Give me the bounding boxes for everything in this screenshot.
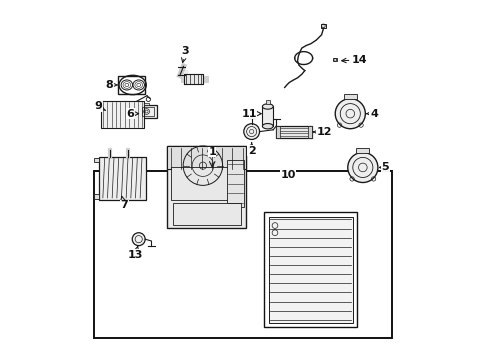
Text: 13: 13	[127, 246, 143, 260]
Bar	[118, 76, 145, 94]
Bar	[265, 100, 269, 104]
Bar	[94, 158, 99, 162]
Bar	[308, 126, 311, 138]
Circle shape	[347, 152, 377, 183]
Text: 8: 8	[105, 80, 117, 90]
Bar	[167, 146, 246, 169]
Bar	[356, 148, 368, 153]
Text: 6: 6	[126, 109, 138, 119]
Text: 7: 7	[120, 196, 128, 210]
Bar	[264, 212, 357, 327]
Bar	[142, 107, 154, 116]
Bar	[333, 58, 336, 61]
Text: 2: 2	[247, 143, 255, 156]
Text: 9: 9	[94, 102, 105, 112]
Polygon shape	[183, 74, 203, 84]
Text: 1: 1	[208, 147, 216, 157]
Bar	[144, 103, 149, 105]
Bar	[262, 107, 273, 126]
Text: 14: 14	[341, 55, 367, 65]
Bar	[276, 126, 311, 138]
Text: 11: 11	[241, 109, 261, 119]
Bar	[167, 146, 246, 228]
Circle shape	[335, 99, 365, 129]
Text: 3: 3	[181, 46, 189, 63]
Bar	[94, 194, 99, 199]
Circle shape	[244, 124, 259, 139]
Circle shape	[132, 233, 145, 246]
Bar	[171, 167, 242, 200]
Text: 12: 12	[313, 127, 332, 137]
Bar	[343, 94, 356, 99]
Bar	[268, 217, 352, 323]
Bar	[140, 105, 157, 118]
Bar	[94, 171, 391, 338]
Bar	[226, 160, 244, 207]
Text: 5: 5	[379, 162, 388, 172]
Bar	[172, 203, 241, 225]
Text: 4: 4	[366, 109, 377, 119]
Bar	[276, 126, 279, 138]
Bar	[320, 24, 325, 28]
Text: 10: 10	[280, 170, 295, 180]
Bar	[101, 101, 144, 128]
Ellipse shape	[262, 123, 273, 129]
Ellipse shape	[262, 104, 273, 109]
Bar	[99, 157, 145, 200]
